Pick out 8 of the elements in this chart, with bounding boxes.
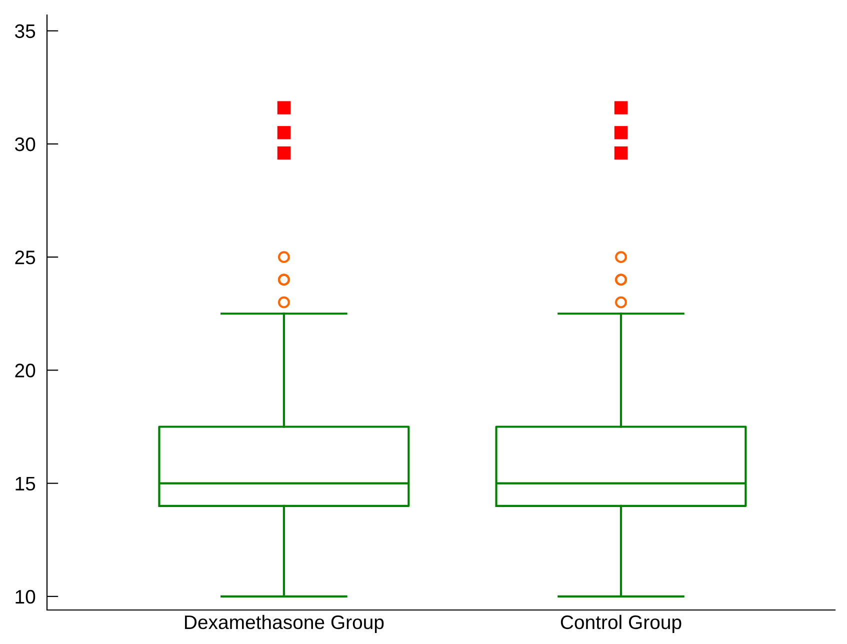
y-tick-label: 15 [16,476,36,491]
y-tick-label: 20 [15,364,36,378]
x-tick-label: Dexamethasone Group [185,614,384,633]
y-tick-label: 30 [15,137,36,152]
x-tick-label: Control Group [560,614,682,633]
y-tick-label: 25 [15,250,36,264]
y-tick-label: 10 [16,590,36,604]
y-tick-label: 35 [15,24,36,38]
